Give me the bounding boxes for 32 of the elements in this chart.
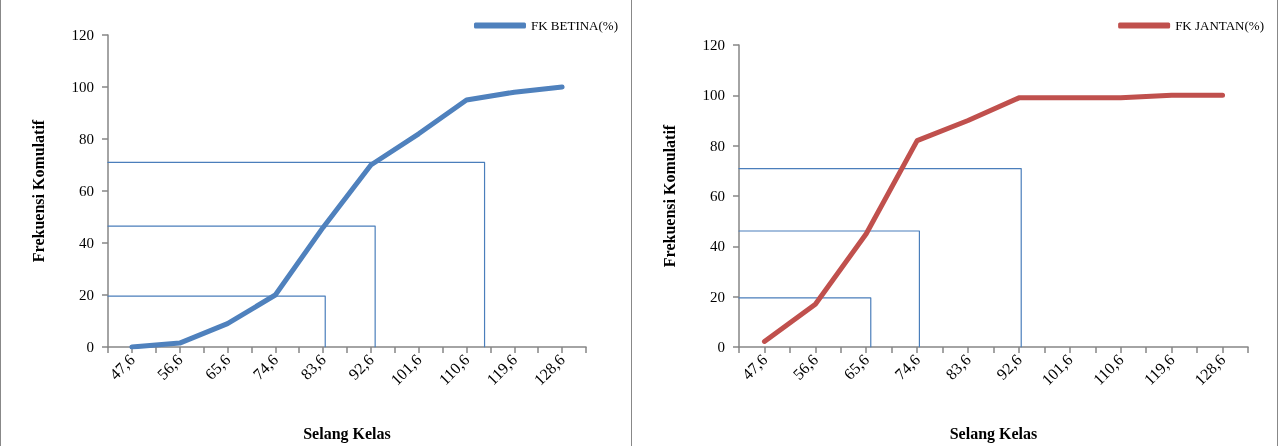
y-tick-label: 20 [79, 287, 94, 303]
x-tick-label: 65,6 [201, 350, 234, 383]
y-axis-title: Frekuensi Komulatif [660, 124, 678, 268]
legend-label: FK JANTAN(%) [1175, 18, 1265, 33]
legend-label: FK BETINA(%) [530, 18, 618, 33]
y-tick-label: 20 [710, 288, 725, 305]
x-tick-label: 92,6 [345, 350, 377, 383]
x-tick-label: 83,6 [297, 350, 330, 383]
x-tick-label: 92,6 [993, 350, 1025, 383]
y-tick-label: 40 [79, 235, 94, 251]
y-tick-label: 0 [86, 339, 94, 355]
y-tick-label: 120 [702, 37, 725, 53]
x-tick-label: 56,6 [153, 350, 186, 383]
y-tick-label: 100 [702, 87, 725, 104]
y-tick-label: 40 [710, 238, 725, 255]
y-tick-label: 120 [71, 27, 94, 43]
x-tick-label: 56,6 [789, 350, 822, 383]
y-tick-label: 60 [710, 188, 725, 204]
x-tick-label: 65,6 [840, 350, 873, 383]
x-tick-label: 47,6 [106, 350, 138, 383]
x-tick-label: 83,6 [942, 350, 975, 383]
x-tick-label: 74,6 [891, 350, 924, 383]
y-tick-label: 80 [79, 131, 94, 147]
y-axis-title: Frekuensi Komulatif [29, 119, 47, 263]
y-tick-label: 0 [717, 339, 725, 355]
x-tick-label: 74,6 [249, 350, 282, 383]
y-tick-label: 80 [710, 137, 725, 154]
x-axis-title: Selang Kelas [949, 424, 1038, 443]
x-tick-label: 47,6 [738, 350, 771, 383]
y-tick-label: 100 [71, 79, 94, 95]
x-axis-title: Selang Kelas [303, 424, 391, 443]
y-tick-label: 60 [79, 183, 94, 199]
